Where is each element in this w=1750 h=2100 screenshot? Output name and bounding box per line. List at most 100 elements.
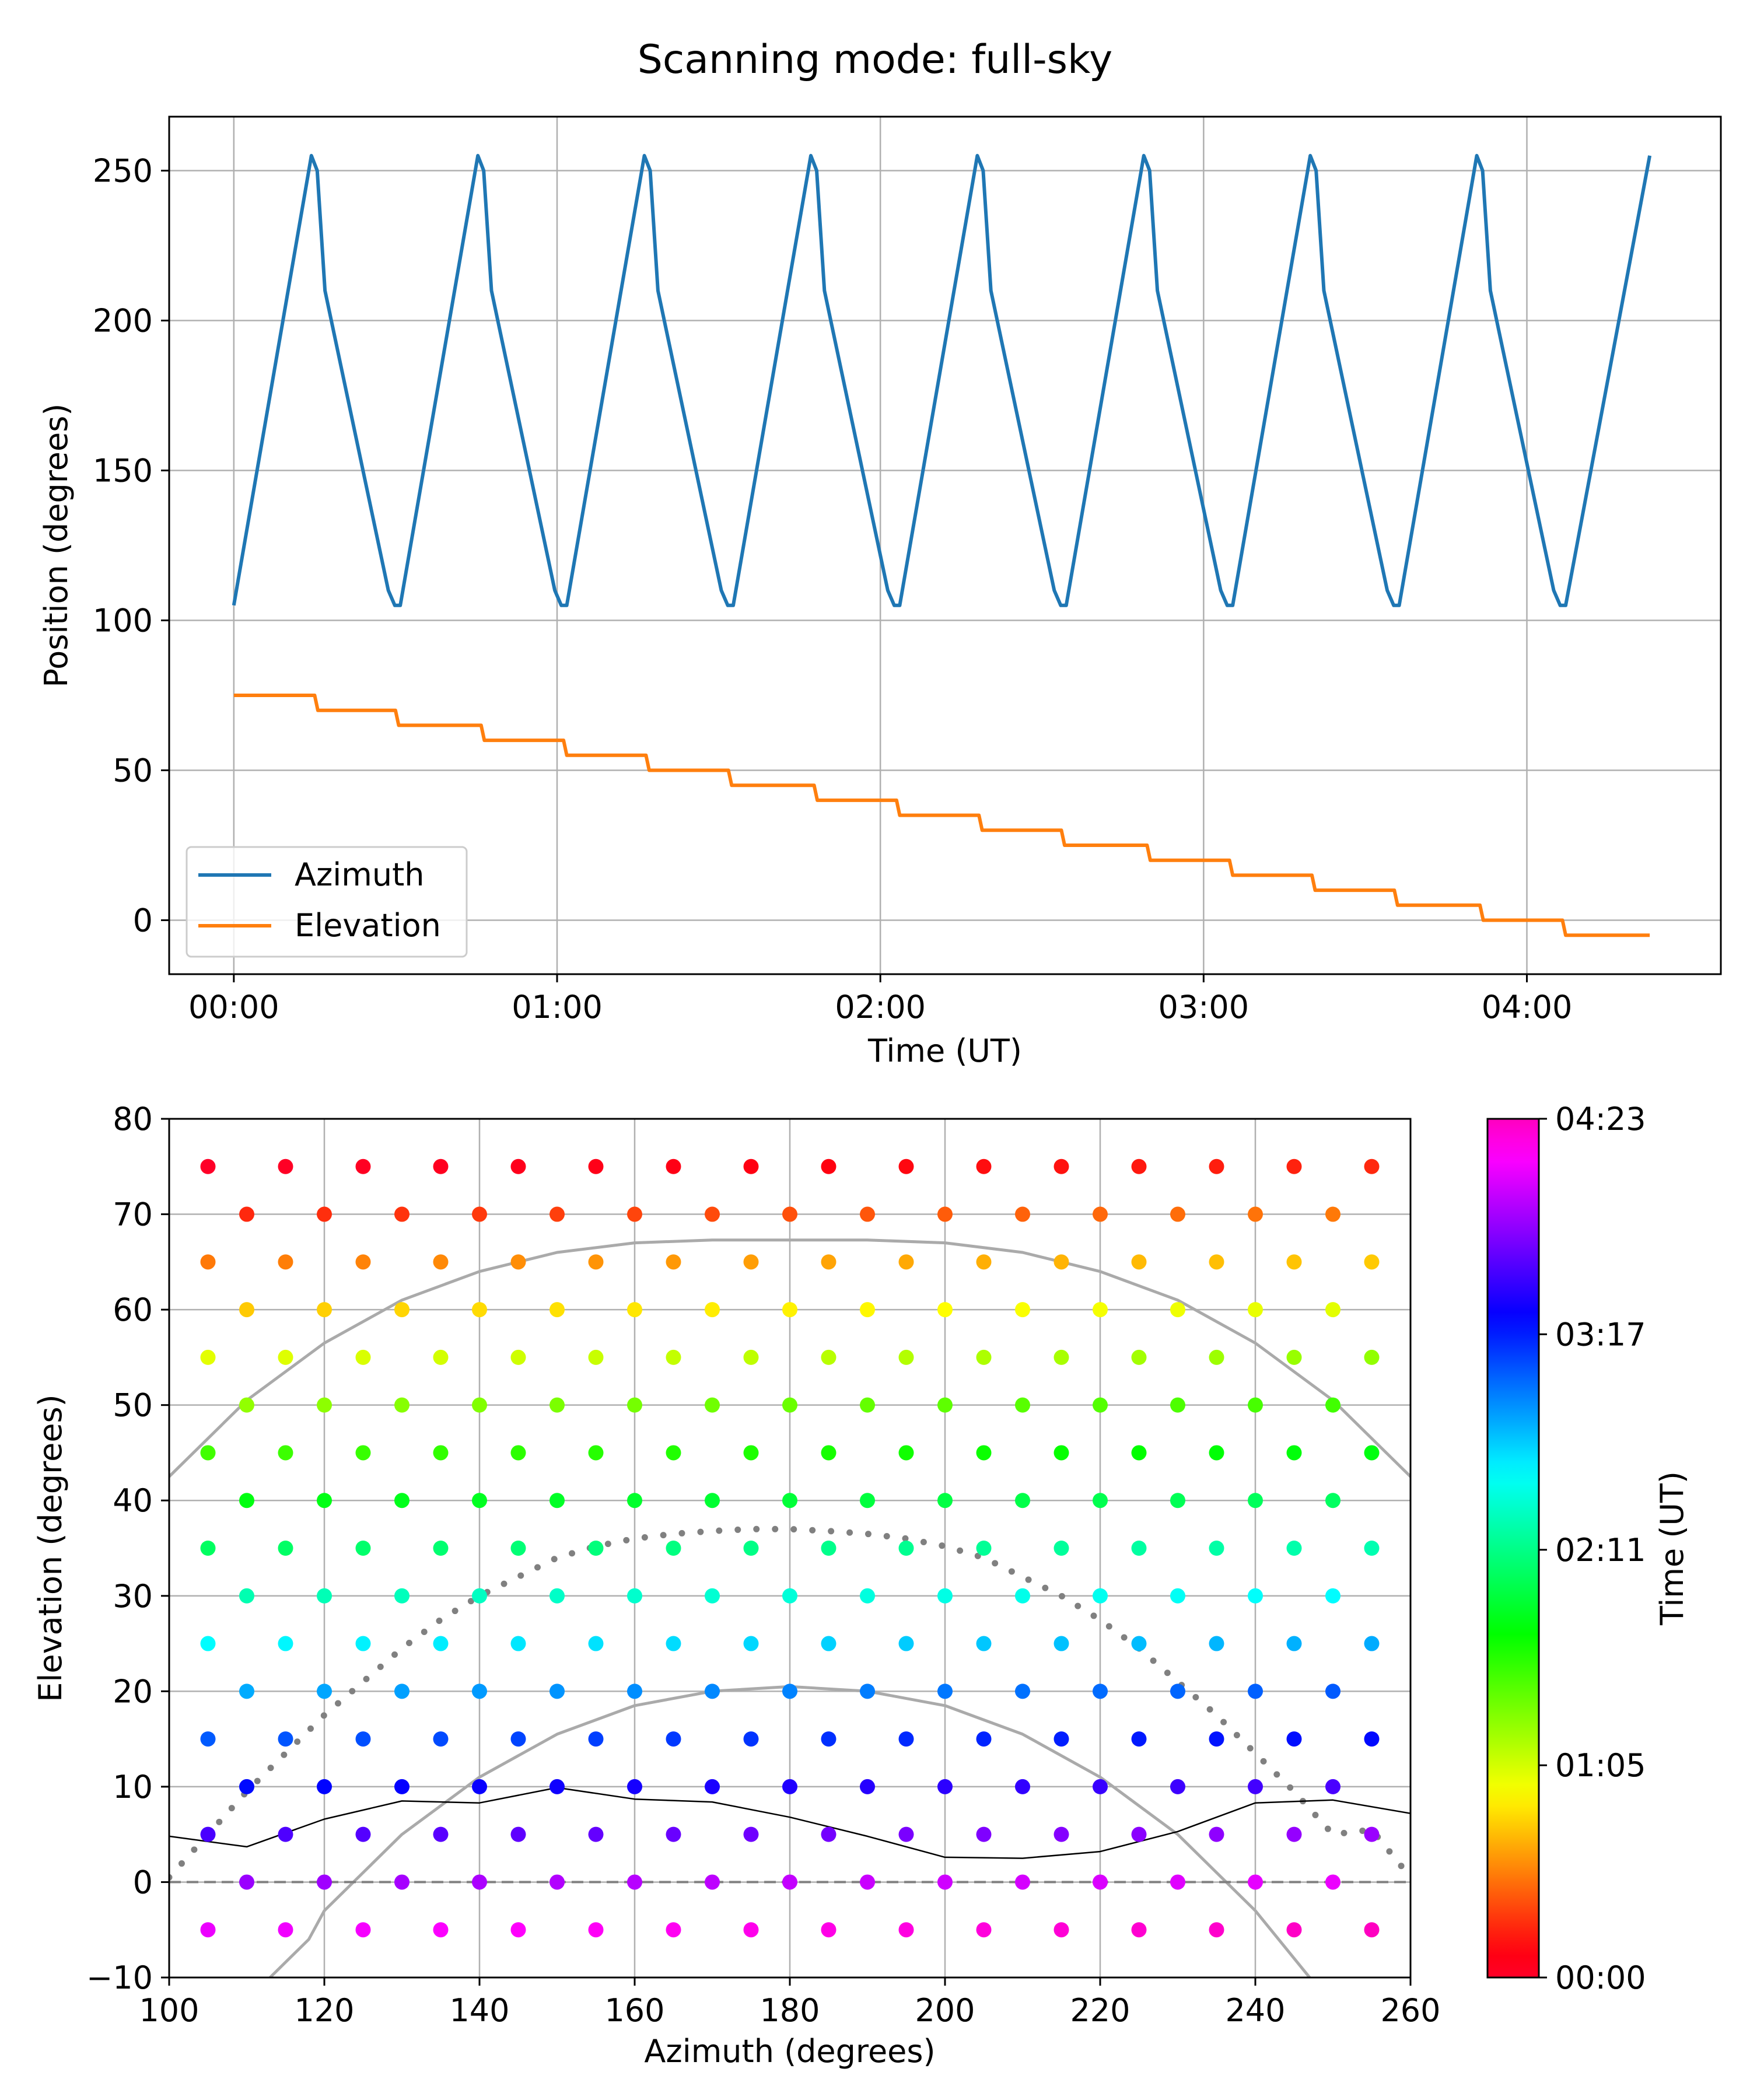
scatter-point bbox=[1054, 1445, 1069, 1461]
scatter-point bbox=[510, 1731, 526, 1747]
scatter-point bbox=[317, 1206, 332, 1222]
scatter-point bbox=[976, 1636, 992, 1651]
scatter-point bbox=[355, 1349, 371, 1365]
scatter-point bbox=[394, 1397, 410, 1413]
scatter-point bbox=[200, 1254, 216, 1270]
scatter-point bbox=[510, 1826, 526, 1842]
scatter-point bbox=[1325, 1874, 1340, 1890]
scatter-point bbox=[1286, 1349, 1302, 1365]
top-x-tick-label: 01:00 bbox=[512, 989, 603, 1026]
scatter-point bbox=[433, 1445, 449, 1461]
scatter-point bbox=[937, 1493, 953, 1508]
scatter-point bbox=[550, 1874, 565, 1890]
scatter-point bbox=[317, 1684, 332, 1699]
scatter-point bbox=[317, 1874, 332, 1890]
top-y-tick-label: 50 bbox=[113, 752, 153, 789]
scatter-point bbox=[782, 1206, 797, 1222]
sky-scatter-plot: 100 120 140 160 180 200 220 240 260 −10 0 10 20 30 40… bbox=[32, 1101, 1441, 2070]
bottom-x-tick-label: 160 bbox=[604, 1992, 664, 2029]
scatter-point bbox=[278, 1158, 293, 1174]
scatter-point bbox=[1286, 1636, 1302, 1651]
scatter-point bbox=[976, 1731, 992, 1747]
scatter-point bbox=[705, 1302, 720, 1318]
scatter-point bbox=[1015, 1874, 1030, 1890]
scatter-point bbox=[472, 1206, 487, 1222]
scatter-point bbox=[976, 1158, 992, 1174]
scatter-point bbox=[1131, 1254, 1147, 1270]
scatter-point bbox=[394, 1874, 410, 1890]
scatter-point bbox=[1325, 1302, 1340, 1318]
colorbar-tick-label: 04:23 bbox=[1555, 1101, 1646, 1138]
scatter-point bbox=[588, 1541, 604, 1556]
scatter-point bbox=[278, 1254, 293, 1270]
scatter-point bbox=[666, 1254, 681, 1270]
series-line-elevation bbox=[233, 694, 1650, 937]
scatter-point bbox=[666, 1636, 681, 1651]
bottom-y-tick-label: −10 bbox=[86, 1959, 153, 1996]
scatter-point bbox=[1054, 1158, 1069, 1174]
scatter-point bbox=[278, 1636, 293, 1651]
top-x-ticks: 00:00 01:00 02:00 03:00 04:00 bbox=[188, 974, 1572, 1026]
bottom-x-tick-label: 100 bbox=[139, 1992, 199, 2029]
scatter-point bbox=[705, 1206, 720, 1222]
scatter-point bbox=[1248, 1684, 1263, 1699]
scatter-point bbox=[1248, 1588, 1263, 1604]
scatter-point bbox=[1248, 1206, 1263, 1222]
scatter-point bbox=[1286, 1826, 1302, 1842]
scatter-point bbox=[1054, 1636, 1069, 1651]
scatter-point bbox=[743, 1826, 759, 1842]
scatter-point bbox=[1054, 1826, 1069, 1842]
scatter-point bbox=[588, 1826, 604, 1842]
scatter-point bbox=[200, 1541, 216, 1556]
scatter-point bbox=[394, 1684, 410, 1699]
scatter-point bbox=[239, 1493, 254, 1508]
scatter-point bbox=[1209, 1541, 1224, 1556]
scatter-point bbox=[1364, 1541, 1380, 1556]
top-y-tick-label: 250 bbox=[93, 153, 153, 190]
scatter-point bbox=[278, 1731, 293, 1747]
scatter-point bbox=[433, 1826, 449, 1842]
scatter-point bbox=[1364, 1254, 1380, 1270]
scatter-point bbox=[743, 1158, 759, 1174]
bottom-y-ticks: −10 0 10 20 30 40 50 60 70 80 bbox=[86, 1101, 169, 1996]
scatter-point bbox=[898, 1826, 914, 1842]
scatter-point bbox=[1015, 1397, 1030, 1413]
scatter-point bbox=[433, 1636, 449, 1651]
scatter-point bbox=[627, 1588, 642, 1604]
bottom-y-axis-label: Elevation (degrees) bbox=[32, 1394, 69, 1702]
scatter-point bbox=[782, 1588, 797, 1604]
scatter-points bbox=[200, 1158, 1380, 1938]
scatter-point bbox=[394, 1206, 410, 1222]
scatter-point bbox=[705, 1779, 720, 1794]
scatter-point bbox=[860, 1684, 875, 1699]
scatter-point bbox=[1093, 1302, 1108, 1318]
scatter-point bbox=[898, 1731, 914, 1747]
curve-solid-gray-lower bbox=[269, 1685, 1311, 1978]
scatter-point bbox=[898, 1636, 914, 1651]
scatter-point bbox=[200, 1731, 216, 1747]
scatter-point bbox=[200, 1922, 216, 1938]
scatter-point bbox=[1170, 1874, 1185, 1890]
scatter-point bbox=[1131, 1349, 1147, 1365]
scatter-point bbox=[743, 1349, 759, 1365]
scatter-point bbox=[200, 1826, 216, 1842]
scatter-point bbox=[394, 1493, 410, 1508]
scatter-point bbox=[627, 1779, 642, 1794]
series-line-azimuth bbox=[232, 153, 1652, 607]
scatter-point bbox=[1209, 1349, 1224, 1365]
scatter-point bbox=[1054, 1254, 1069, 1270]
scatter-point bbox=[1054, 1349, 1069, 1365]
scatter-point bbox=[239, 1588, 254, 1604]
scatter-point bbox=[239, 1302, 254, 1318]
scatter-point bbox=[1015, 1588, 1030, 1604]
scatter-point bbox=[1015, 1779, 1030, 1794]
bottom-x-tick-label: 220 bbox=[1070, 1992, 1130, 2029]
scatter-point bbox=[1170, 1397, 1185, 1413]
colorbar-tick-label: 01:05 bbox=[1555, 1747, 1646, 1784]
scatter-point bbox=[937, 1684, 953, 1699]
scatter-point bbox=[937, 1302, 953, 1318]
bottom-y-tick-label: 40 bbox=[113, 1482, 153, 1519]
scatter-point bbox=[937, 1206, 953, 1222]
scatter-point bbox=[1248, 1779, 1263, 1794]
